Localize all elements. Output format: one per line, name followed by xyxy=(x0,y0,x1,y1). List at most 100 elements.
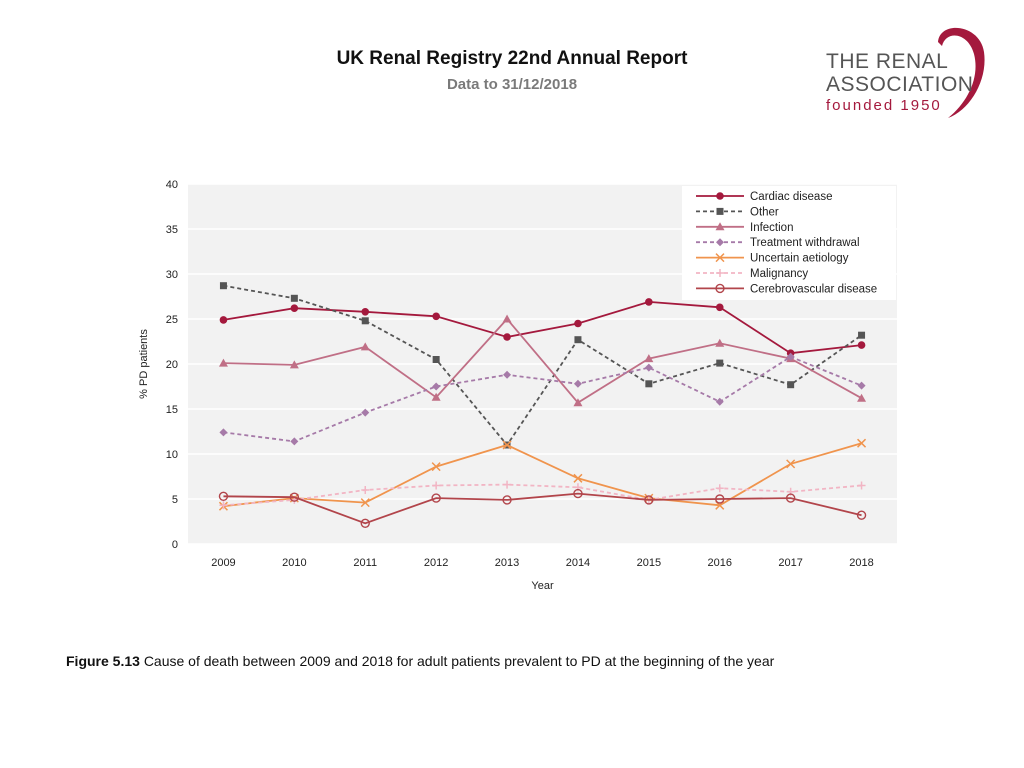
x-tick-label: 2017 xyxy=(778,557,802,569)
y-tick-label: 0 xyxy=(172,539,178,551)
data-point-cardiac-disease xyxy=(290,304,299,312)
data-point-infection xyxy=(502,314,512,323)
data-point-malignancy xyxy=(361,486,370,494)
data-point-treatment-withdrawal xyxy=(786,352,795,361)
data-point-other xyxy=(432,356,440,363)
y-tick-label: 10 xyxy=(166,449,178,461)
cause-of-death-line-chart: 0 5 10 15 20 25 30 35 40 2009 2010 2011 2012 2013 2014… xyxy=(138,179,897,592)
data-point-uncertain-aetiology xyxy=(786,459,796,469)
y-tick-label: 35 xyxy=(166,224,178,236)
data-point-uncertain-aetiology xyxy=(857,438,867,448)
data-point-cerebrovascular-disease xyxy=(856,510,867,520)
report-subtitle: Data to 31/12/2018 xyxy=(446,76,578,93)
data-point-cardiac-disease xyxy=(503,333,511,341)
data-point-other xyxy=(574,336,582,344)
legend-marker-malignancy xyxy=(716,269,724,277)
data-point-infection xyxy=(857,393,867,402)
data-point-infection xyxy=(644,354,654,363)
y-tick-label: 40 xyxy=(166,179,178,191)
logo-text-line1: THE RENAL xyxy=(826,50,949,73)
legend-label-uncertain-aetiology: Uncertain aetiology xyxy=(750,253,849,265)
data-point-treatment-withdrawal xyxy=(503,370,512,379)
legend-marker-treatment-withdrawal xyxy=(716,238,724,247)
data-point-cerebrovascular-disease xyxy=(218,491,229,501)
series-line-treatment-withdrawal xyxy=(223,355,862,443)
legend-marker-cardiac-disease xyxy=(716,192,724,200)
y-axis-title: % PD patients xyxy=(138,329,150,399)
y-tick-label: 20 xyxy=(166,359,178,371)
data-point-malignancy xyxy=(503,480,512,489)
data-point-uncertain-aetiology xyxy=(573,473,583,483)
data-point-other xyxy=(361,317,369,325)
x-tick-label: 2018 xyxy=(849,557,873,569)
x-tick-label: 2014 xyxy=(566,557,590,569)
data-point-infection xyxy=(360,342,370,351)
x-tick-label: 2010 xyxy=(282,557,306,569)
data-point-cardiac-disease xyxy=(645,298,653,306)
legend-marker-cerebrovascular-disease xyxy=(715,283,725,294)
data-point-other xyxy=(787,381,795,389)
logo-text-line2: ASSOCIATION xyxy=(826,73,974,96)
data-point-other xyxy=(219,282,227,290)
y-tick-label: 30 xyxy=(166,269,178,281)
x-axis-title: Year xyxy=(531,580,554,592)
legend-label-malignancy: Malignancy xyxy=(750,268,808,280)
logo-text-founded: founded 1950 xyxy=(826,97,942,114)
data-point-uncertain-aetiology xyxy=(431,462,441,472)
data-point-treatment-withdrawal xyxy=(644,363,653,372)
data-point-treatment-withdrawal xyxy=(290,437,299,446)
data-point-treatment-withdrawal xyxy=(715,397,724,406)
data-point-cardiac-disease xyxy=(219,316,228,324)
legend-label-infection: Infection xyxy=(750,222,793,234)
data-point-uncertain-aetiology xyxy=(502,440,512,450)
data-point-cerebrovascular-disease xyxy=(431,493,441,503)
figure-caption-text: Cause of death between 2009 and 2018 for… xyxy=(143,653,775,669)
x-tick-label: 2012 xyxy=(424,557,448,569)
legend-label-cerebrovascular-disease: Cerebrovascular disease xyxy=(750,283,877,295)
data-point-treatment-withdrawal xyxy=(219,428,228,437)
data-point-cerebrovascular-disease xyxy=(785,493,796,503)
data-point-cerebrovascular-disease xyxy=(715,494,725,504)
data-point-cardiac-disease xyxy=(432,312,440,321)
data-point-treatment-withdrawal xyxy=(857,381,866,390)
y-tick-label: 5 xyxy=(172,494,178,506)
x-tick-label: 2013 xyxy=(495,557,519,569)
data-point-uncertain-aetiology xyxy=(360,498,370,508)
data-point-other xyxy=(645,380,653,388)
data-point-cerebrovascular-disease xyxy=(502,495,512,505)
series-line-cardiac-disease xyxy=(223,300,862,355)
data-point-infection xyxy=(218,358,228,367)
legend-label-treatment-withdrawal: Treatment withdrawal xyxy=(750,237,860,249)
legend-label-cardiac-disease: Cardiac disease xyxy=(750,191,832,203)
series-line-cerebrovascular-disease xyxy=(223,492,862,525)
data-point-cerebrovascular-disease xyxy=(360,518,370,528)
data-point-malignancy xyxy=(715,484,724,493)
data-point-malignancy xyxy=(219,501,228,510)
data-point-treatment-withdrawal xyxy=(432,382,441,391)
figure-caption: Figure 5.13 Cause of death between 2009 … xyxy=(66,653,774,669)
data-point-cardiac-disease xyxy=(715,303,724,312)
series-line-malignancy xyxy=(223,483,862,507)
series-line-infection xyxy=(223,317,862,404)
logo-swoosh-shape xyxy=(938,27,985,119)
data-point-malignancy xyxy=(432,481,441,490)
legend-marker-infection xyxy=(715,222,725,231)
data-point-treatment-withdrawal xyxy=(573,379,582,388)
data-point-other xyxy=(290,294,298,302)
data-point-other xyxy=(716,359,724,367)
data-point-infection xyxy=(573,398,583,407)
y-tick-label: 25 xyxy=(166,314,178,326)
report-title: UK Renal Registry 22nd Annual Report xyxy=(336,48,688,69)
renal-association-logo: THE RENAL ASSOCIATION founded 1950 xyxy=(820,22,1000,122)
series-line-other xyxy=(223,284,863,447)
data-point-cardiac-disease xyxy=(361,308,370,316)
x-tick-label: 2016 xyxy=(708,557,732,569)
figure-label: Figure 5.13 xyxy=(66,653,140,669)
legend-marker-other xyxy=(716,207,724,215)
data-point-cardiac-disease xyxy=(857,341,866,349)
data-point-treatment-withdrawal xyxy=(361,408,370,417)
data-point-infection xyxy=(715,338,725,347)
data-point-malignancy xyxy=(857,481,866,490)
x-tick-label: 2009 xyxy=(211,557,235,569)
data-point-infection xyxy=(289,360,299,369)
